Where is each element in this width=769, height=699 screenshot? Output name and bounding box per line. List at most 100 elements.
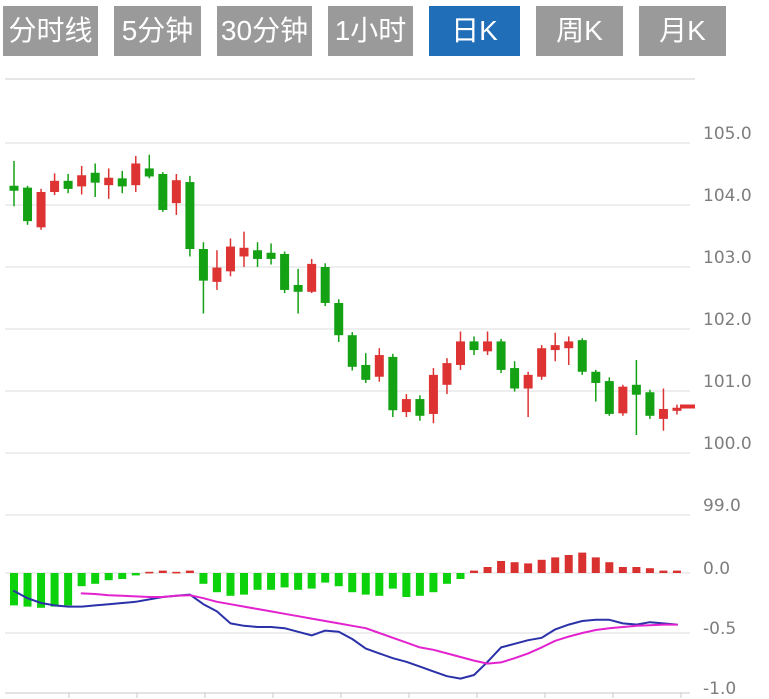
- candle-body-down: [645, 392, 655, 416]
- candle-body-down: [469, 341, 479, 351]
- interval-button-5min[interactable]: 5分钟: [114, 6, 201, 56]
- candle-body-up: [104, 177, 114, 186]
- macd-histogram-bar: [429, 573, 438, 593]
- macd-histogram-bar: [578, 552, 587, 573]
- interval-button-monthly[interactable]: 月K: [639, 6, 726, 56]
- dif-line: [13, 590, 678, 680]
- macd-histogram-bar: [118, 573, 127, 579]
- macd-histogram-bar: [564, 555, 573, 573]
- macd-histogram-bar: [388, 573, 397, 589]
- macd-histogram-bar: [334, 573, 343, 587]
- candle-body-up: [171, 180, 181, 204]
- candle-body-down: [604, 381, 614, 414]
- macd-histogram-bar: [77, 573, 86, 587]
- macd-histogram-bar: [591, 557, 600, 573]
- macd-histogram-bar: [37, 573, 46, 608]
- interval-button-weekly[interactable]: 周K: [536, 6, 623, 56]
- candle-body-down: [63, 180, 73, 189]
- candle-body-up: [523, 374, 533, 389]
- candle-body-down: [361, 364, 371, 380]
- interval-button-timeline[interactable]: 分时线: [3, 6, 98, 56]
- macd-histogram-bar: [375, 573, 384, 596]
- price-axis-label: 102.0: [703, 310, 752, 330]
- macd-histogram-bar: [442, 573, 451, 584]
- candle-body-down: [510, 368, 520, 389]
- macd-histogram-bar: [199, 573, 208, 584]
- macd-histogram-bar: [456, 573, 465, 579]
- candle-body-down: [185, 182, 195, 250]
- macd-histogram-bar: [415, 573, 424, 596]
- price-axis-label: 103.0: [703, 248, 752, 268]
- candle-body-down: [496, 341, 506, 370]
- macd-histogram-bar: [280, 573, 289, 588]
- candle-body-down: [415, 399, 425, 416]
- candle-body-down: [90, 172, 100, 183]
- candle-body-down: [144, 168, 154, 177]
- candle-body-down: [117, 178, 127, 187]
- candle-body-up: [564, 341, 574, 349]
- macd-histogram-bar: [321, 573, 330, 583]
- macd-histogram-bar: [50, 573, 59, 607]
- interval-toolbar: 分时线 5分钟 30分钟 1小时 日K 周K 月K: [3, 6, 726, 56]
- price-axis-label: 105.0: [703, 124, 752, 144]
- macd-histogram-bar: [240, 573, 249, 595]
- candle-body-down: [293, 284, 303, 292]
- interval-button-daily[interactable]: 日K: [429, 6, 520, 56]
- candle-body-up: [225, 246, 235, 272]
- candle-body-up: [550, 345, 560, 351]
- candle-body-up: [212, 267, 222, 282]
- candle-body-down: [280, 253, 290, 290]
- price-axis-label: 99.0: [703, 496, 741, 516]
- candle-body-up: [618, 386, 628, 414]
- candle-body-down: [266, 252, 276, 259]
- macd-histogram-bar: [672, 570, 681, 573]
- candle-body-down: [388, 356, 398, 411]
- price-axis-label: 104.0: [703, 186, 752, 206]
- macd-histogram-bar: [361, 573, 370, 595]
- interval-button-30min[interactable]: 30分钟: [217, 6, 312, 56]
- candle-body-up: [131, 163, 141, 186]
- candle-body-down: [334, 302, 344, 336]
- macd-histogram-bar: [659, 570, 668, 573]
- macd-histogram-bar: [483, 567, 492, 573]
- candle-body-down: [9, 185, 19, 191]
- candle-body-up: [50, 180, 60, 192]
- macd-histogram-bar: [172, 571, 181, 574]
- candle-body-up: [307, 263, 317, 292]
- current-price-marker: [680, 404, 695, 409]
- macd-histogram-bar: [212, 573, 221, 593]
- candle-body-down: [577, 340, 587, 372]
- macd-histogram-bar: [510, 562, 519, 573]
- macd-histogram-bar: [253, 573, 262, 590]
- macd-histogram-bar: [524, 563, 533, 573]
- macd-histogram-bar: [91, 573, 100, 584]
- price-axis-label: 101.0: [703, 372, 752, 392]
- candle-body-down: [631, 384, 641, 395]
- candle-body-down: [158, 174, 168, 210]
- candle-body-up: [537, 348, 547, 377]
- candle-body-up: [77, 175, 87, 187]
- candle-body-down: [23, 187, 33, 222]
- macd-histogram-bar: [348, 573, 357, 593]
- candle-body-up: [455, 341, 465, 365]
- macd-histogram-bar: [605, 562, 614, 573]
- interval-button-1hour[interactable]: 1小时: [328, 6, 413, 56]
- candle-body-down: [198, 249, 208, 281]
- macd-histogram-bar: [307, 573, 316, 589]
- macd-axis-label: -1.0: [703, 679, 736, 699]
- macd-histogram-bar: [645, 568, 654, 573]
- macd-histogram-bar: [185, 570, 194, 573]
- candle-body-up: [658, 408, 668, 419]
- macd-histogram-bar: [402, 573, 411, 597]
- macd-histogram-bar: [10, 573, 18, 606]
- candle-body-up: [442, 363, 452, 385]
- macd-histogram-bar: [551, 557, 560, 573]
- candle-body-up: [672, 407, 682, 411]
- candle-body-up: [483, 341, 493, 352]
- macd-histogram-bar: [537, 559, 546, 573]
- macd-histogram-bar: [470, 570, 479, 573]
- macd-axis-label: 0.0: [703, 559, 730, 579]
